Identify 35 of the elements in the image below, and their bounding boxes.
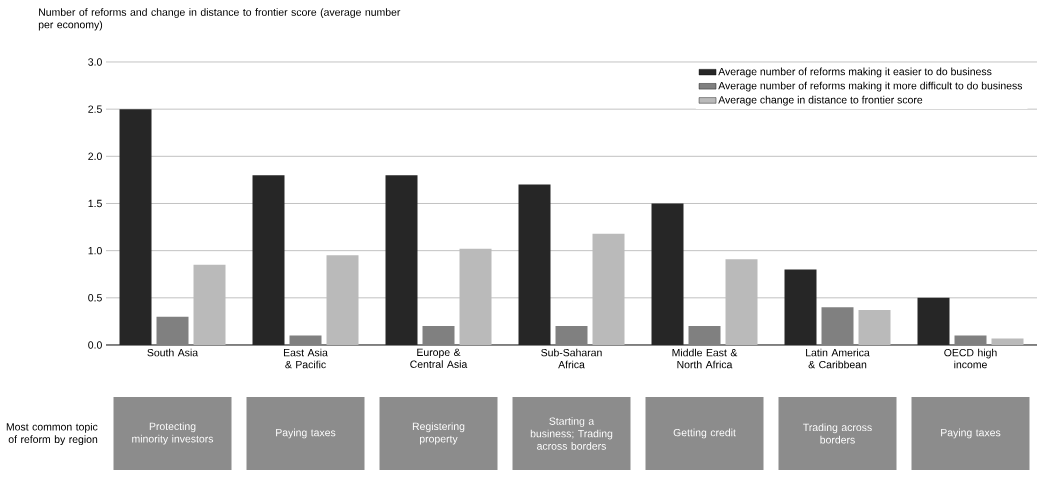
y-tick-label: 2.5 [88, 105, 102, 113]
text: Protecting minority investors [132, 422, 214, 445]
x-tick-label: Latin America & Caribbean [806, 348, 870, 369]
x-tick-label: Sub-Saharan Africa [541, 348, 602, 369]
bar [821, 307, 854, 345]
x-tick-label: OECD high income [944, 348, 997, 369]
legend-label: Average number of reforms making it easier to do business [718, 67, 992, 78]
bar [858, 310, 891, 345]
legend-label: Average change in distance to frontier score [718, 95, 923, 106]
text: Starting a business; Trading across borders [530, 417, 613, 450]
bar [289, 335, 322, 345]
bar [991, 338, 1024, 345]
y-tick-label: 0.5 [88, 294, 102, 302]
y-axis-title: Number of reforms and change in distance to frontier score (average number per economy) [38, 8, 401, 31]
legend-label: Average number of reforms making it more difficult to do business [718, 81, 1023, 92]
y-tick-label: 1.0 [88, 246, 102, 255]
text: Most common topic of reform by region [6, 422, 98, 446]
text: Paying taxes [276, 428, 336, 439]
x-tick-label: Europe & Central Asia [410, 348, 468, 368]
bar [555, 326, 588, 345]
x-tick-label: South Asia [147, 348, 199, 357]
bar [688, 326, 721, 345]
bar [422, 326, 455, 345]
x-tick-label: East Asia & Pacific [283, 348, 328, 369]
y-tick-label: 1.5 [88, 199, 102, 208]
text: Trading across borders [803, 423, 872, 444]
bar [156, 316, 189, 345]
y-tick-label: 2.0 [88, 152, 102, 161]
x-tick-label: Middle East & North Africa [672, 348, 738, 369]
y-tick-label: 3.0 [88, 58, 102, 66]
y-tick-label: 0.0 [88, 341, 102, 349]
bar [954, 335, 987, 345]
text: Getting credit [673, 428, 736, 439]
text: Registering property [412, 422, 465, 445]
text: Paying taxes [941, 428, 1001, 439]
